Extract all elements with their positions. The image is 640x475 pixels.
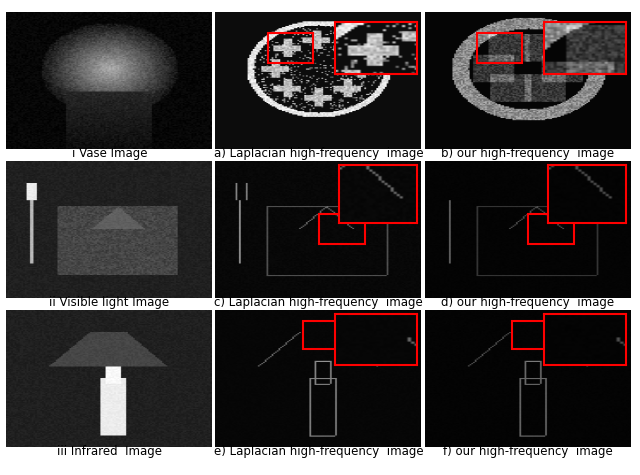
Bar — [529, 214, 573, 244]
Text: a) Laplacian high-frequency  image: a) Laplacian high-frequency image — [214, 147, 423, 161]
Bar — [303, 321, 344, 349]
Text: i Vase Image: i Vase Image — [72, 147, 147, 161]
Text: f) our high-frequency  image: f) our high-frequency image — [443, 445, 612, 458]
Bar — [477, 33, 522, 63]
Bar — [512, 321, 553, 349]
Bar — [319, 214, 365, 244]
Text: iii Infrared  Image: iii Infrared Image — [57, 445, 162, 458]
Bar — [268, 33, 313, 63]
Text: c) Laplacian high-frequency  image: c) Laplacian high-frequency image — [214, 296, 423, 309]
Text: d) our high-frequency  image: d) our high-frequency image — [441, 296, 614, 309]
Text: ii Visible light Image: ii Visible light Image — [49, 296, 170, 309]
Text: b) our high-frequency  image: b) our high-frequency image — [441, 147, 614, 161]
Text: e) Laplacian high-frequency  image: e) Laplacian high-frequency image — [214, 445, 423, 458]
